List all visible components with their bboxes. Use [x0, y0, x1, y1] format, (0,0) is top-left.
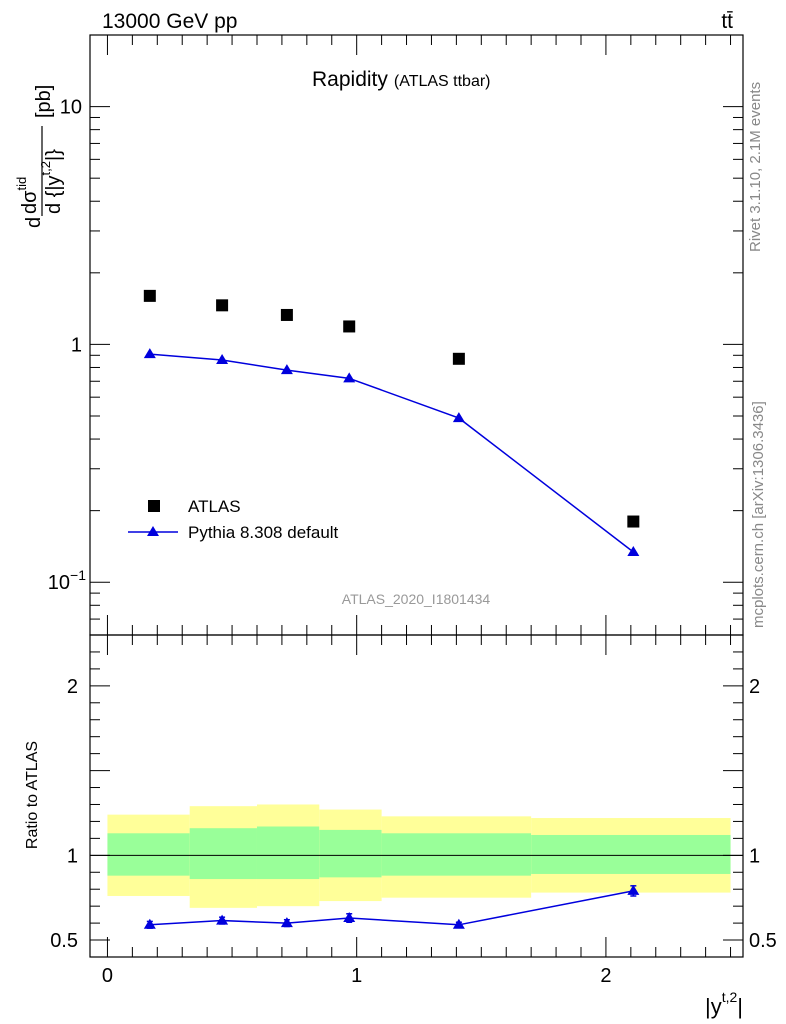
legend-pythia-label: Pythia 8.308 default — [188, 523, 339, 542]
legend-pythia-marker — [147, 526, 159, 536]
mcplots-label: mcplots.cern.ch [arXiv:1306.3436] — [750, 401, 767, 628]
ratio-band-green — [381, 833, 532, 876]
ratio-data-point — [143, 918, 156, 929]
ratio-y-tick-label-right: 2 — [749, 676, 760, 698]
main-frame — [89, 34, 744, 636]
svg-text:d {|yt,2|}: d {|yt,2|} — [38, 149, 65, 214]
pythia-data-point — [343, 372, 356, 383]
pythia-data-point — [216, 353, 229, 364]
header-process: 13000 GeV pp — [102, 10, 237, 33]
ratio-y-tick-label-right: 1 — [749, 845, 760, 867]
header-final-state: tt̄ — [721, 10, 733, 33]
legend-atlas-marker — [148, 500, 160, 512]
x-axis-label: |yt,2| — [705, 989, 743, 1019]
pythia-data-point — [452, 412, 465, 423]
ratio-y-tick-label-right: 0.5 — [749, 930, 777, 952]
ratio-data-point — [280, 917, 293, 928]
main-series — [143, 289, 640, 557]
main-panel: Rapidity (ATLAS ttbar) ATLAS_2020_I180143… — [14, 34, 744, 636]
atlas-data-point — [452, 352, 465, 365]
ratio-data-point — [452, 918, 465, 929]
main-y-tick-label: 1 — [71, 334, 82, 356]
main-tick-labels: 10 1 10−1 — [48, 97, 86, 595]
ratio-series — [143, 884, 640, 929]
ratio-axis-ticks — [90, 634, 743, 958]
atlas-data-point — [216, 299, 229, 312]
chart-title: Rapidity (ATLAS ttbar) — [312, 68, 491, 91]
ratio-tick-labels: 0.5 0.5 1 1 2 2 0 1 2 — [50, 676, 777, 987]
x-tick-label: 1 — [351, 965, 362, 987]
rivet-version-label: Rivet 3.1.10, 2.1M events — [747, 82, 764, 252]
ratio-y-tick-label: 0.5 — [50, 930, 78, 952]
ratio-band-green — [531, 834, 731, 874]
main-y-tick-label: 10 — [60, 97, 82, 119]
ratio-band-green — [189, 828, 257, 880]
ratio-y-axis-label: Ratio to ATLAS — [24, 741, 41, 849]
pythia-data-point — [143, 348, 156, 359]
ratio-data-point — [627, 884, 640, 895]
svg-text:dσtid: dσtid — [14, 177, 41, 214]
atlas-data-point — [143, 289, 156, 302]
ratio-band-green — [107, 833, 190, 876]
ratio-data-point — [343, 912, 356, 923]
main-y-axis-label: d dσtid d {|yt,2|} [pb] — [14, 85, 65, 228]
ratio-y-tick-label: 1 — [67, 845, 78, 867]
ratio-frame — [89, 634, 744, 958]
ratio-band-green — [319, 829, 382, 878]
x-tick-label: 0 — [102, 965, 113, 987]
svg-text:d: d — [23, 217, 45, 228]
ratio-data-point — [216, 914, 229, 925]
ratio-line — [149, 890, 634, 926]
atlas-data-point — [627, 515, 640, 528]
pythia-line — [149, 353, 634, 553]
ratio-panel: 0.5 0.5 1 1 2 2 0 1 2 Ratio to ATLAS |yt,2| — [24, 634, 777, 1019]
main-axis-ticks — [90, 34, 743, 636]
pythia-data-point — [627, 546, 640, 557]
legend-atlas-label: ATLAS — [188, 497, 241, 516]
ratio-band-green — [256, 826, 320, 880]
analysis-watermark: ATLAS_2020_I1801434 — [342, 591, 491, 607]
atlas-data-point — [280, 308, 293, 321]
atlas-data-point — [343, 320, 356, 333]
legend: ATLAS Pythia 8.308 default — [128, 497, 339, 542]
svg-text:[pb]: [pb] — [33, 85, 55, 118]
x-tick-label: 2 — [600, 965, 611, 987]
pythia-data-point — [280, 364, 293, 375]
ratio-y-tick-label: 2 — [67, 676, 78, 698]
main-y-tick-label: 10−1 — [48, 567, 86, 594]
